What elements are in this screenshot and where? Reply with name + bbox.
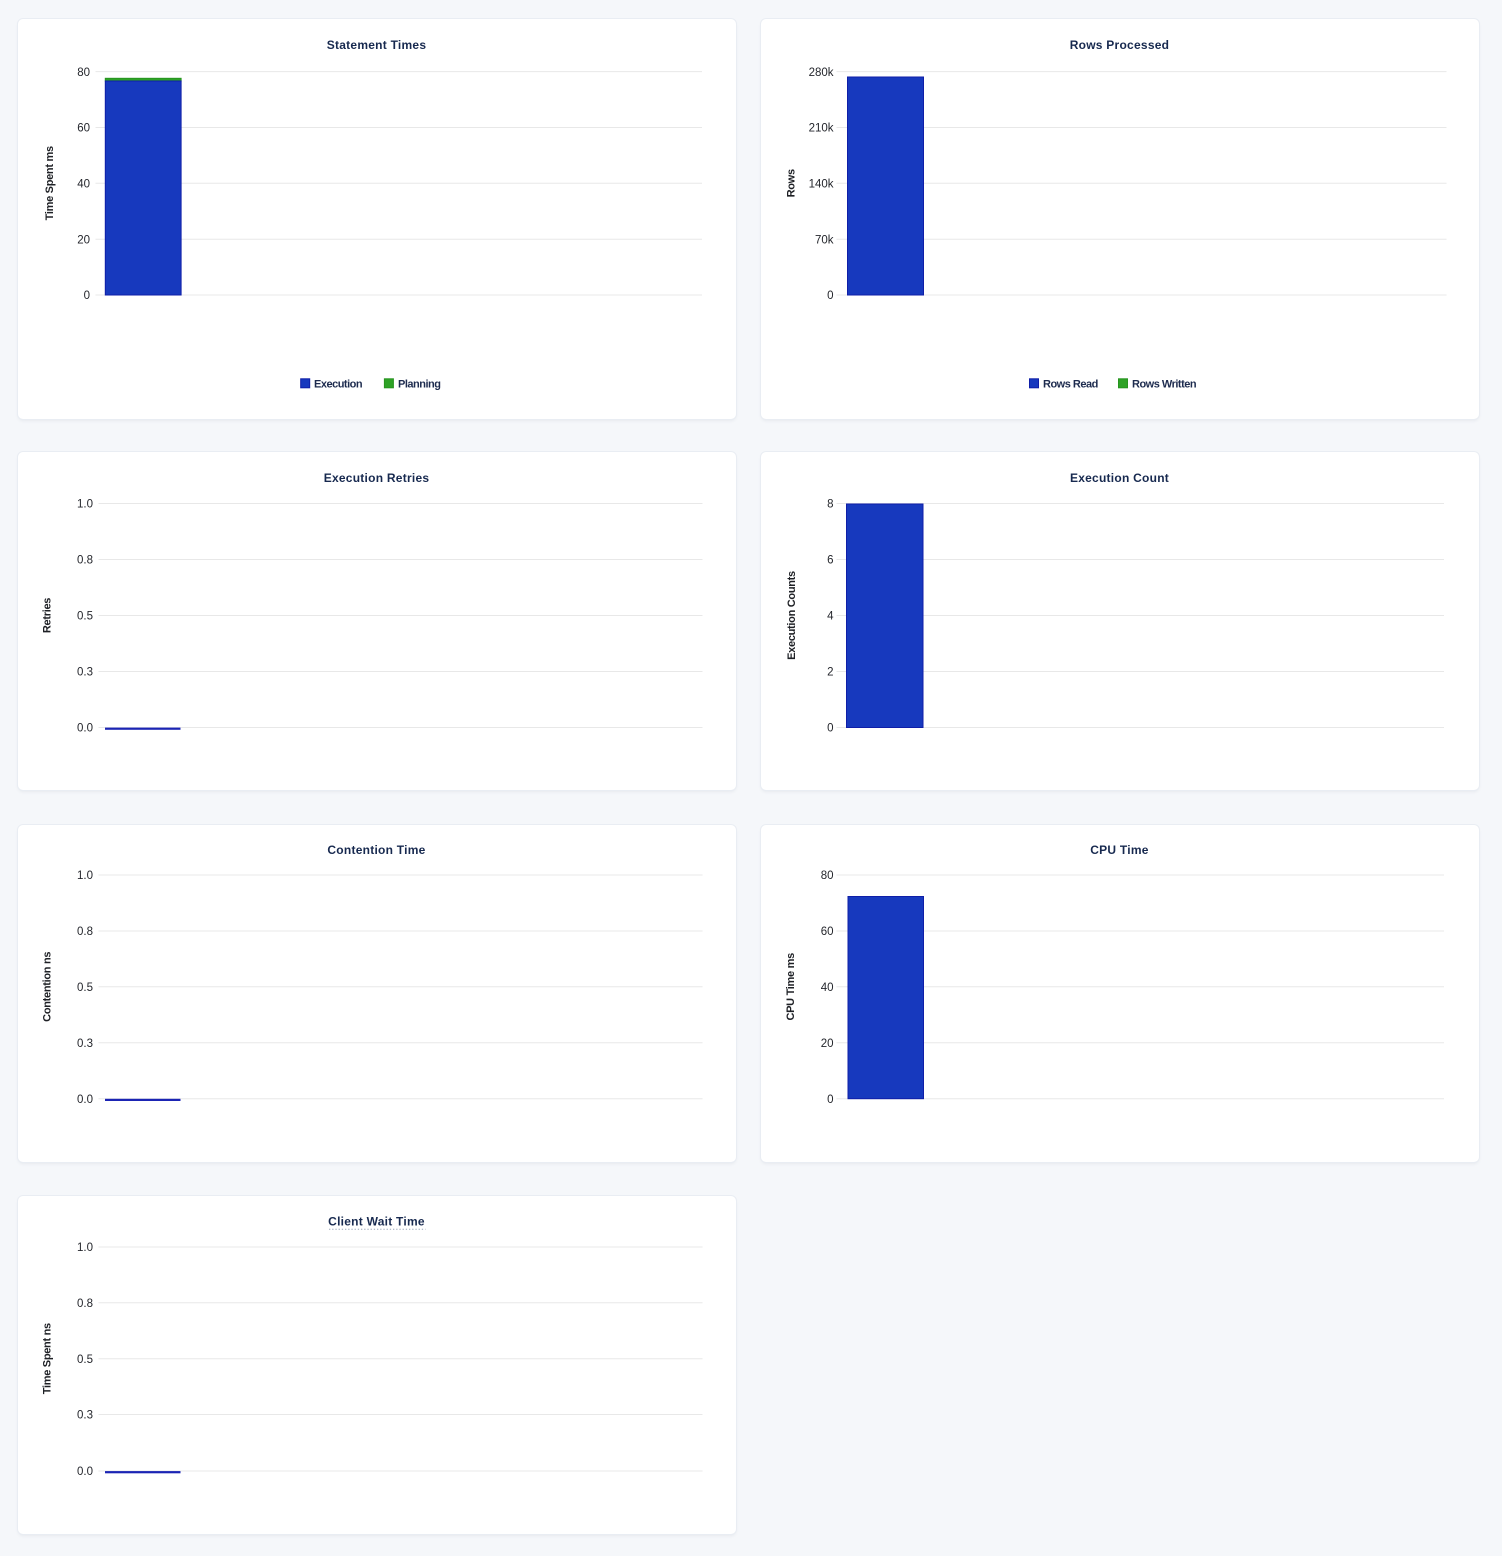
svg-text:280k: 280k <box>808 67 833 79</box>
svg-text:20: 20 <box>77 234 90 246</box>
svg-text:Execution: Execution <box>314 379 363 391</box>
svg-text:0.8: 0.8 <box>77 555 93 567</box>
svg-text:6: 6 <box>827 555 833 567</box>
svg-text:Contention Time: Contention Time <box>327 843 425 857</box>
svg-text:CPU Time: CPU Time <box>1090 843 1149 857</box>
svg-text:60: 60 <box>77 123 90 135</box>
svg-text:0.3: 0.3 <box>77 1037 93 1049</box>
svg-text:0: 0 <box>83 290 89 302</box>
svg-text:Execution Counts: Execution Counts <box>786 571 798 660</box>
svg-text:0: 0 <box>827 723 833 735</box>
svg-text:0.5: 0.5 <box>77 1353 93 1365</box>
svg-text:0.8: 0.8 <box>77 926 93 938</box>
svg-text:Rows: Rows <box>785 169 797 197</box>
svg-text:Planning: Planning <box>398 379 440 391</box>
svg-text:Contention ns: Contention ns <box>41 951 53 1021</box>
svg-text:Time Spent ns: Time Spent ns <box>41 1322 53 1393</box>
svg-text:60: 60 <box>820 926 833 938</box>
svg-text:CPU Time ms: CPU Time ms <box>785 952 797 1020</box>
svg-text:8: 8 <box>827 499 833 511</box>
svg-text:40: 40 <box>77 179 90 191</box>
svg-text:140k: 140k <box>808 179 833 191</box>
svg-text:Client Wait Time: Client Wait Time <box>328 1214 425 1228</box>
svg-text:1.0: 1.0 <box>77 870 93 882</box>
svg-text:4: 4 <box>827 611 834 623</box>
svg-text:0: 0 <box>827 290 833 302</box>
svg-text:Rows Read: Rows Read <box>1043 379 1098 391</box>
svg-text:40: 40 <box>820 982 833 994</box>
svg-text:0.0: 0.0 <box>77 723 93 735</box>
svg-text:0.5: 0.5 <box>77 982 93 994</box>
svg-text:Retries: Retries <box>41 598 53 633</box>
svg-text:0.3: 0.3 <box>77 667 93 679</box>
svg-text:1.0: 1.0 <box>77 1242 93 1254</box>
svg-text:Time Spent ms: Time Spent ms <box>44 146 56 220</box>
svg-text:0.8: 0.8 <box>77 1298 93 1310</box>
svg-text:0.5: 0.5 <box>77 611 93 623</box>
svg-text:80: 80 <box>820 870 833 882</box>
svg-text:0.0: 0.0 <box>77 1093 93 1105</box>
svg-text:Rows Processed: Rows Processed <box>1069 38 1169 52</box>
svg-text:80: 80 <box>77 67 90 79</box>
svg-text:Rows Written: Rows Written <box>1132 379 1197 391</box>
svg-text:0.0: 0.0 <box>77 1466 93 1478</box>
svg-text:210k: 210k <box>808 123 833 135</box>
svg-text:1.0: 1.0 <box>77 499 93 511</box>
svg-text:0.3: 0.3 <box>77 1409 93 1421</box>
svg-text:Execution Retries: Execution Retries <box>323 471 429 485</box>
svg-text:Execution Count: Execution Count <box>1069 471 1168 485</box>
svg-text:Statement Times: Statement Times <box>326 38 426 52</box>
svg-text:0: 0 <box>827 1093 833 1105</box>
svg-text:2: 2 <box>827 667 833 679</box>
svg-text:70k: 70k <box>814 234 833 246</box>
svg-text:20: 20 <box>820 1037 833 1049</box>
